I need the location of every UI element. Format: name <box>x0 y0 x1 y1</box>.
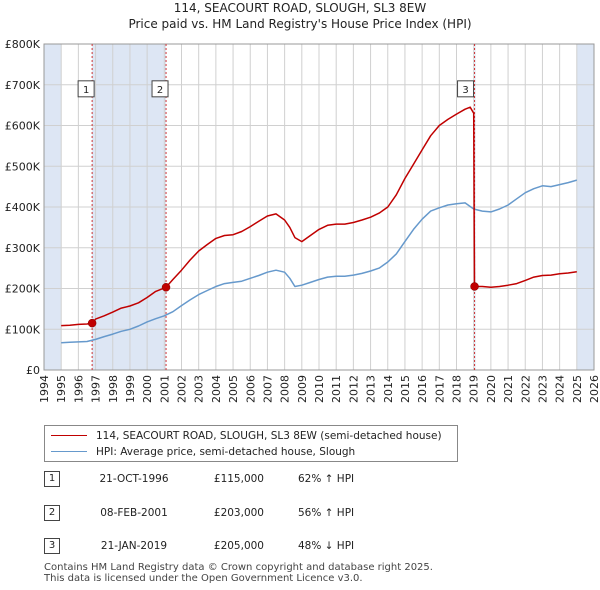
sale-hpi-change: 48% ↓ HPI <box>298 540 355 552</box>
x-tick-label: 2006 <box>244 375 257 403</box>
x-tick-label: 2002 <box>176 375 189 403</box>
sale-number-badge: 3 <box>44 538 60 554</box>
x-tick-label: 2003 <box>193 375 206 403</box>
sale-row: 1 21-OCT-1996 £115,000 62% ↑ HPI <box>44 470 464 488</box>
x-tick-label: 2000 <box>141 375 154 403</box>
chart-subtitle: Price paid vs. HM Land Registry's House … <box>128 17 472 31</box>
x-tick-label: 1998 <box>107 375 120 403</box>
sale-price: £115,000 <box>213 473 264 485</box>
sale-point <box>87 318 97 328</box>
x-tick-label: 2008 <box>279 375 292 403</box>
x-tick-label: 2007 <box>261 375 274 403</box>
x-tick-label: 2004 <box>210 375 223 403</box>
footer: Contains HM Land Registry data © Crown c… <box>44 562 433 584</box>
sale-marker-label: 1 <box>83 85 89 96</box>
hpi-line <box>61 179 578 344</box>
x-tick-label: 1994 <box>38 375 51 403</box>
x-tick-label: 2019 <box>468 375 481 403</box>
y-tick-label: £600K <box>5 120 41 133</box>
sale-marker-box <box>151 80 169 98</box>
sale-date: 08-FEB-2001 <box>100 507 168 519</box>
y-tick-label: £0 <box>26 364 40 377</box>
x-tick-label: 2012 <box>347 375 360 403</box>
sale-marker-box <box>77 80 95 98</box>
legend-swatch-property <box>51 435 87 436</box>
x-tick-label: 1999 <box>124 375 137 403</box>
sale-marker-label: 3 <box>462 85 468 96</box>
x-tick-label: 2010 <box>313 375 326 403</box>
y-tick-label: £400K <box>5 201 41 214</box>
sale-hpi-change: 56% ↑ HPI <box>298 507 355 519</box>
x-tick-label: 2014 <box>382 375 395 403</box>
x-tick-label: 2018 <box>451 375 464 403</box>
x-tick-label: 2017 <box>433 375 446 403</box>
y-tick-label: £300K <box>5 242 41 255</box>
sale-point <box>470 282 479 291</box>
x-tick-label: 2005 <box>227 375 240 403</box>
legend-label-property: 114, SEACOURT ROAD, SLOUGH, SL3 8EW (sem… <box>96 430 442 442</box>
x-tick-label: 2011 <box>330 375 343 403</box>
x-tick-label: 1995 <box>55 375 68 403</box>
sale-date: 21-JAN-2019 <box>100 540 168 552</box>
sale-price: £203,000 <box>213 507 264 519</box>
chart-title: 114, SEACOURT ROAD, SLOUGH, SL3 8EW <box>173 1 427 15</box>
sale-marker-label: 2 <box>157 85 163 96</box>
footer-copyright: Contains HM Land Registry data © Crown c… <box>44 562 433 573</box>
sale-number-badge: 1 <box>44 471 60 487</box>
y-tick-label: £500K <box>5 160 41 173</box>
sale-row: 2 08-FEB-2001 £203,000 56% ↑ HPI <box>44 504 464 522</box>
legend-label-hpi: HPI: Average price, semi-detached house,… <box>96 446 356 458</box>
y-tick-label: £800K <box>5 38 41 51</box>
sale-date: 21-OCT-1996 <box>99 473 169 485</box>
x-tick-label: 1996 <box>72 375 85 403</box>
y-tick-label: £700K <box>5 79 41 92</box>
x-tick-label: 2020 <box>485 375 498 403</box>
sale-hpi-change: 62% ↑ HPI <box>298 473 355 485</box>
x-tick-label: 2023 <box>536 375 549 403</box>
sale-number-badge: 2 <box>44 505 60 521</box>
plot-frame <box>43 43 595 371</box>
sale-price: £205,000 <box>213 540 264 552</box>
property-line <box>61 106 577 327</box>
x-tick-label: 1997 <box>90 375 103 403</box>
x-tick-label: 2001 <box>158 375 171 403</box>
x-tick-label: 2016 <box>416 375 429 403</box>
x-tick-label: 2015 <box>399 375 412 403</box>
x-tick-label: 2026 <box>588 375 600 403</box>
footer-licence: This data is licensed under the Open Gov… <box>44 573 363 584</box>
y-tick-label: £100K <box>5 323 41 336</box>
x-tick-label: 2013 <box>365 375 378 403</box>
x-tick-label: 2021 <box>502 375 515 403</box>
sale-marker-box <box>457 80 475 98</box>
y-tick-label: £200K <box>5 283 41 296</box>
sale-point <box>161 283 171 292</box>
x-tick-label: 2022 <box>519 375 532 403</box>
legend-swatch-hpi <box>51 451 87 452</box>
x-tick-label: 2024 <box>554 375 567 403</box>
price-chart: £0 £100K £200K £300K £400K £500K £600K £700K £80… <box>5 38 600 403</box>
x-tick-label: 2025 <box>571 375 584 403</box>
sale-row: 3 21-JAN-2019 £205,000 48% ↓ HPI <box>44 537 464 555</box>
legend: 114, SEACOURT ROAD, SLOUGH, SL3 8EW (sem… <box>44 425 458 462</box>
x-tick-label: 2009 <box>296 375 309 403</box>
